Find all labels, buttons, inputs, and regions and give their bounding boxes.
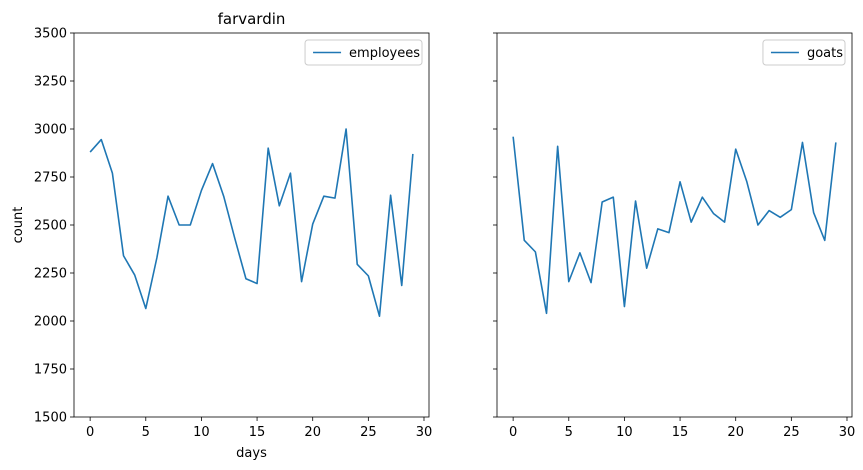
y-tick-label: 2250 bbox=[34, 267, 67, 282]
plot-frame bbox=[496, 32, 853, 418]
y-tick-label: 2500 bbox=[34, 219, 67, 234]
x-tick-label: 5 bbox=[565, 425, 573, 440]
chart-title: farvardin bbox=[218, 10, 286, 28]
left-subplot: 1500 1750 2000 2250 2500 2750 3000 3250 3500 0 5 10… bbox=[11, 10, 432, 461]
x-tick-label: 0 bbox=[509, 425, 517, 440]
x-tick-label: 20 bbox=[304, 425, 321, 440]
x-tick-label: 15 bbox=[249, 425, 266, 440]
y-tick-label: 2750 bbox=[34, 171, 67, 186]
series-line-goats bbox=[512, 136, 837, 315]
y-tick-label: 2000 bbox=[34, 315, 67, 330]
x-tick-label: 30 bbox=[416, 425, 433, 440]
x-axis-label: days bbox=[236, 446, 267, 461]
legend-box bbox=[762, 39, 846, 66]
plot-frame bbox=[73, 32, 430, 418]
legend-box bbox=[304, 39, 423, 66]
x-tick-label: 15 bbox=[672, 425, 689, 440]
y-axis-label: count bbox=[11, 207, 26, 244]
x-tick-label: 0 bbox=[86, 425, 94, 440]
legend-entry: goats bbox=[807, 46, 843, 61]
x-tick-label: 10 bbox=[616, 425, 633, 440]
y-tick-label: 3250 bbox=[34, 75, 67, 90]
x-tick-label: 25 bbox=[783, 425, 800, 440]
x-tick-label: 25 bbox=[360, 425, 377, 440]
series-line-employees bbox=[89, 128, 414, 318]
x-tick-label: 20 bbox=[727, 425, 744, 440]
legend: goats bbox=[762, 39, 846, 66]
legend-entry: employees bbox=[349, 46, 420, 61]
x-tick-label: 10 bbox=[193, 425, 210, 440]
x-tick-label: 5 bbox=[142, 425, 150, 440]
y-tick-label: 1750 bbox=[34, 363, 67, 378]
right-subplot: 0 5 10 15 20 25 30 goats bbox=[493, 32, 856, 440]
x-tick-label: 30 bbox=[839, 425, 856, 440]
legend: employees bbox=[304, 39, 423, 66]
y-tick-label: 3000 bbox=[34, 123, 67, 138]
y-tick-label: 3500 bbox=[34, 27, 67, 42]
y-tick-label: 1500 bbox=[34, 411, 67, 426]
